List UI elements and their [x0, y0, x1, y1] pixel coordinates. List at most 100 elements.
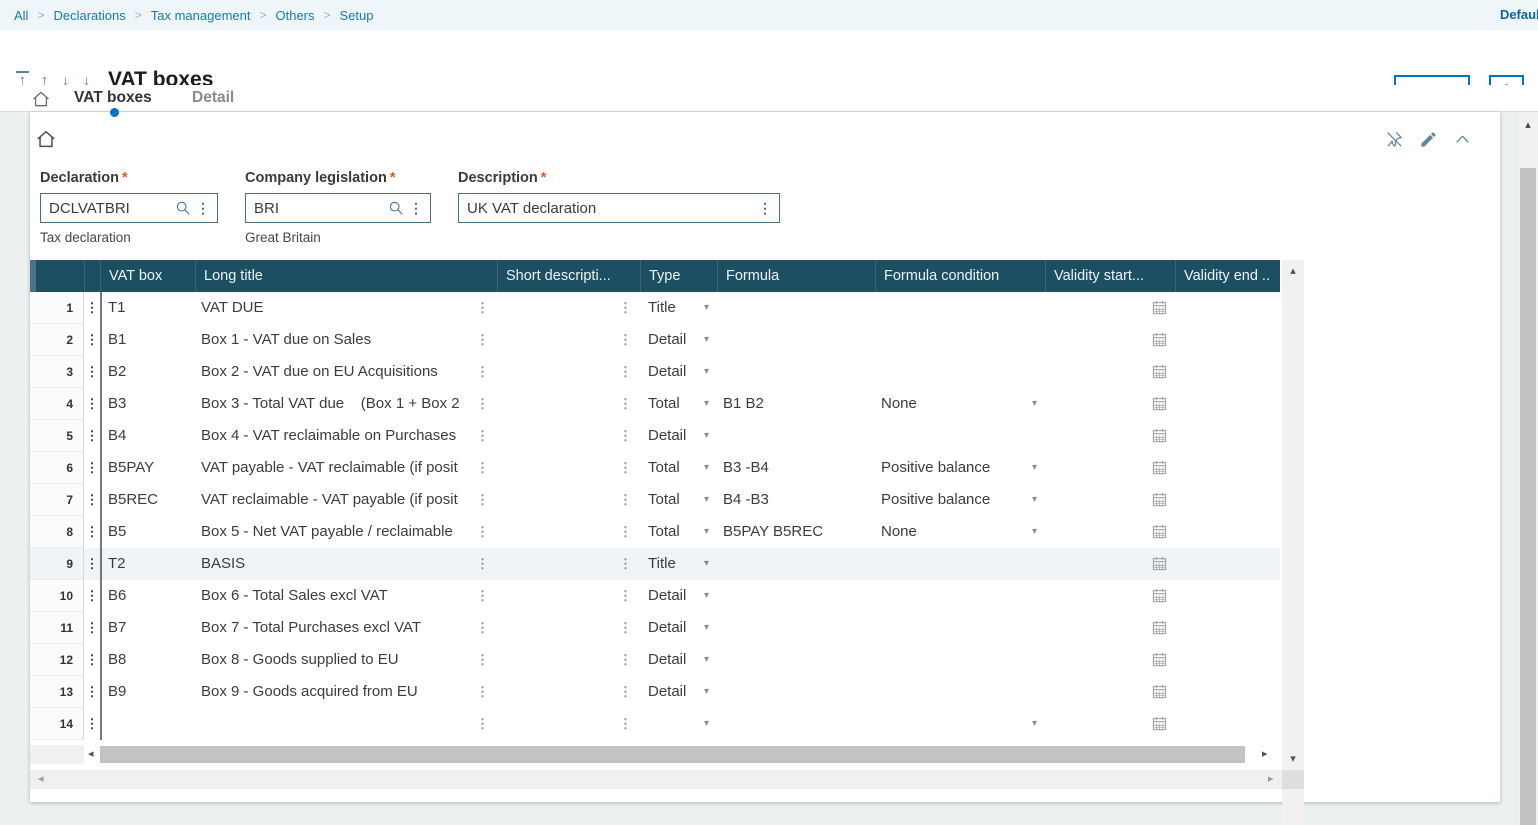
cell-vat-box[interactable]: B5REC: [100, 484, 195, 516]
edit-pencil-icon[interactable]: [1419, 130, 1438, 149]
column-menu-icon[interactable]: ⋮: [476, 396, 489, 411]
cell-formula-condition[interactable]: [875, 612, 1045, 644]
cell-validity-end[interactable]: [1175, 420, 1280, 452]
cell-formula-condition[interactable]: Positive balance ▾: [875, 484, 1045, 516]
company-legislation-input[interactable]: [245, 193, 431, 223]
row-menu-icon[interactable]: ⋮: [85, 588, 99, 603]
scroll-left-icon[interactable]: ◂: [88, 748, 94, 760]
cell-formula-condition[interactable]: Positive balance ▾: [875, 452, 1045, 484]
row-menu-icon[interactable]: ⋮: [85, 396, 99, 411]
cell-validity-start[interactable]: [1045, 484, 1175, 516]
calendar-icon[interactable]: [1152, 492, 1167, 507]
cell-vat-box[interactable]: B2: [100, 356, 195, 388]
cell-validity-end[interactable]: [1175, 708, 1280, 740]
cell-short-description[interactable]: ⋮: [497, 644, 640, 676]
cell-validity-end[interactable]: [1175, 516, 1280, 548]
search-icon[interactable]: [175, 200, 191, 216]
cell-validity-start[interactable]: [1045, 292, 1175, 324]
row-number[interactable]: 1: [30, 292, 84, 324]
dropdown-chevron-icon[interactable]: ▾: [703, 302, 709, 313]
table-row[interactable]: 4 ⋮ B3 Box 3 - Total VAT due (Box 1 + Box 2…: [30, 388, 1280, 420]
cell-formula[interactable]: [717, 548, 875, 580]
cell-short-description[interactable]: ⋮: [497, 580, 640, 612]
table-row[interactable]: 7 ⋮ B5REC VAT reclaimable - VAT payable (if…: [30, 484, 1280, 516]
cell-formula[interactable]: [717, 420, 875, 452]
table-row[interactable]: 8 ⋮ B5 Box 5 - Net VAT payable / reclaimabl…: [30, 516, 1280, 548]
column-menu-icon[interactable]: ⋮: [476, 556, 489, 571]
calendar-icon[interactable]: [1152, 300, 1167, 315]
cell-long-title[interactable]: Box 4 - VAT reclaimable on Purchases ⋮: [195, 420, 497, 452]
cell-short-description[interactable]: ⋮: [497, 676, 640, 708]
search-icon[interactable]: [388, 200, 404, 216]
row-number[interactable]: 8: [30, 516, 84, 548]
grid-vertical-scrollbar[interactable]: ▴ ▾: [1282, 260, 1304, 825]
column-header-vat-box[interactable]: VAT box: [100, 260, 195, 292]
cell-type[interactable]: Title ▾: [640, 292, 717, 324]
row-menu-icon[interactable]: ⋮: [85, 492, 99, 507]
dropdown-chevron-icon[interactable]: ▾: [703, 366, 709, 377]
section-home-icon[interactable]: [35, 128, 57, 150]
cell-vat-box[interactable]: B1: [100, 324, 195, 356]
dropdown-chevron-icon[interactable]: ▾: [703, 334, 709, 345]
declaration-input[interactable]: [40, 193, 218, 223]
cell-formula[interactable]: B3 -B4: [717, 452, 875, 484]
tab-detail[interactable]: Detail: [192, 89, 235, 106]
column-menu-icon[interactable]: ⋮: [476, 684, 489, 699]
calendar-icon[interactable]: [1152, 588, 1167, 603]
collapse-section-icon[interactable]: [1453, 130, 1472, 149]
grid-horizontal-scrollbar[interactable]: ◂ ▸: [30, 745, 1280, 764]
cell-validity-start[interactable]: [1045, 708, 1175, 740]
cell-short-description[interactable]: ⋮: [497, 420, 640, 452]
cell-long-title[interactable]: Box 8 - Goods supplied to EU ⋮: [195, 644, 497, 676]
cell-long-title[interactable]: Box 1 - VAT due on Sales ⋮: [195, 324, 497, 356]
column-menu-icon[interactable]: ⋮: [619, 652, 632, 667]
cell-vat-box[interactable]: B5: [100, 516, 195, 548]
cell-formula-condition[interactable]: [875, 548, 1045, 580]
cell-short-description[interactable]: ⋮: [497, 292, 640, 324]
cell-long-title[interactable]: VAT DUE ⋮: [195, 292, 497, 324]
breadcrumb-item-setup[interactable]: Setup: [339, 7, 374, 23]
row-number[interactable]: 4: [30, 388, 84, 420]
column-menu-icon[interactable]: ⋮: [476, 300, 489, 315]
cell-long-title[interactable]: BASIS ⋮: [195, 548, 497, 580]
dropdown-chevron-icon[interactable]: ▾: [703, 494, 709, 505]
column-header-validity-start[interactable]: Validity start...: [1045, 260, 1175, 292]
cell-short-description[interactable]: ⋮: [497, 484, 640, 516]
cell-type[interactable]: Total ▾: [640, 484, 717, 516]
cell-type[interactable]: Detail ▾: [640, 356, 717, 388]
cell-formula[interactable]: [717, 356, 875, 388]
table-row[interactable]: 11 ⋮ B7 Box 7 - Total Purchases excl VAT ⋮ ⋮ D…: [30, 612, 1280, 644]
cell-vat-box[interactable]: [100, 708, 195, 740]
column-menu-icon[interactable]: ⋮: [476, 524, 489, 539]
cell-type[interactable]: Detail ▾: [640, 644, 717, 676]
dropdown-chevron-icon[interactable]: ▾: [703, 622, 709, 633]
cell-long-title[interactable]: Box 7 - Total Purchases excl VAT ⋮: [195, 612, 497, 644]
column-menu-icon[interactable]: ⋮: [619, 684, 632, 699]
cell-formula-condition[interactable]: [875, 420, 1045, 452]
cell-formula-condition[interactable]: [875, 676, 1045, 708]
cell-validity-start[interactable]: [1045, 644, 1175, 676]
table-row[interactable]: 14 ⋮ ⋮ ⋮ ▾ ▾: [30, 708, 1280, 740]
description-input[interactable]: [458, 193, 780, 223]
next-record-icon[interactable]: ↓: [61, 72, 70, 89]
table-row[interactable]: 12 ⋮ B8 Box 8 - Goods supplied to EU ⋮ ⋮ Detai…: [30, 644, 1280, 676]
cell-short-description[interactable]: ⋮: [497, 548, 640, 580]
cell-long-title[interactable]: VAT reclaimable - VAT payable (if posit ⋮: [195, 484, 497, 516]
row-menu-icon[interactable]: ⋮: [85, 524, 99, 539]
cell-formula-condition[interactable]: ▾: [875, 708, 1045, 740]
cell-long-title[interactable]: Box 5 - Net VAT payable / reclaimable ⋮: [195, 516, 497, 548]
table-row[interactable]: 13 ⋮ B9 Box 9 - Goods acquired from EU ⋮ ⋮ Det…: [30, 676, 1280, 708]
field-options-icon[interactable]: ⋮: [758, 200, 772, 216]
dropdown-chevron-icon[interactable]: ▾: [1031, 462, 1037, 473]
column-header-long-title[interactable]: Long title: [195, 260, 497, 292]
scrollbar-thumb[interactable]: [100, 746, 1245, 763]
cell-formula[interactable]: B5PAY B5REC: [717, 516, 875, 548]
row-number[interactable]: 12: [30, 644, 84, 676]
calendar-icon[interactable]: [1152, 524, 1167, 539]
cell-formula[interactable]: [717, 612, 875, 644]
field-options-icon[interactable]: ⋮: [196, 200, 210, 216]
tab-vat-boxes[interactable]: VAT boxes: [74, 89, 152, 106]
cell-formula[interactable]: B1 B2: [717, 388, 875, 420]
dropdown-chevron-icon[interactable]: ▾: [1031, 718, 1037, 729]
dropdown-chevron-icon[interactable]: ▾: [1031, 526, 1037, 537]
